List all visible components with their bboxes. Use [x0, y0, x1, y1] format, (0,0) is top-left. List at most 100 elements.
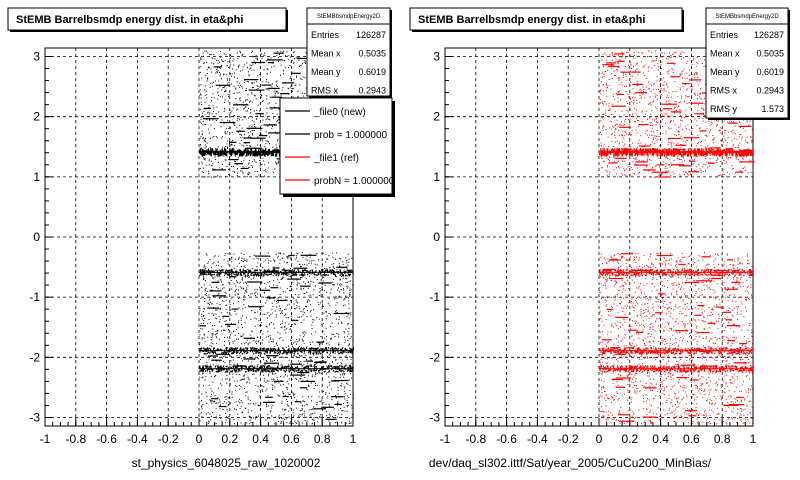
data-point: [210, 419, 212, 421]
data-point: [219, 383, 221, 385]
data-line-point: [302, 270, 304, 272]
data-line-point: [268, 270, 270, 272]
data-point: [306, 346, 308, 348]
data-point: [349, 418, 351, 419]
data-line-point: [276, 148, 278, 152]
data-point: [243, 260, 244, 262]
data-point: [350, 289, 352, 291]
data-point: [223, 53, 225, 55]
data-line-point: [239, 152, 241, 156]
data-point: [294, 84, 296, 86]
data-line-point: [284, 272, 286, 275]
data-line-point: [260, 369, 262, 371]
data-line-point: [293, 371, 295, 373]
data-point: [329, 292, 331, 294]
stats-label: RMS x: [311, 86, 339, 96]
data-point: [259, 288, 261, 290]
data-point: [229, 143, 230, 145]
data-streak: [294, 401, 302, 403]
data-line-point: [274, 149, 276, 153]
data-line-point: [207, 148, 210, 152]
x-tick-label: 0.6: [683, 432, 700, 446]
data-point: [300, 277, 302, 278]
data-point: [319, 343, 321, 345]
data-line-point: [331, 269, 333, 271]
data-line-point: [206, 352, 209, 355]
data-line-point: [206, 149, 208, 153]
data-point: [243, 134, 245, 136]
data-line-point: [299, 274, 301, 276]
data-point: [230, 298, 232, 300]
data-line-point: [311, 269, 313, 271]
data-point: [243, 375, 245, 377]
data-line-point: [213, 347, 215, 350]
data-point: [271, 302, 273, 304]
data-point: [335, 395, 337, 397]
data-line-point: [262, 369, 264, 371]
data-point: [212, 381, 214, 383]
data-point: [232, 60, 234, 62]
data-point: [305, 278, 307, 279]
data-line-point: [339, 270, 342, 273]
data-line-point: [310, 351, 312, 353]
data-line-point: [277, 370, 279, 372]
data-point: [254, 289, 256, 291]
data-line-point: [234, 151, 236, 155]
data-point: [277, 140, 278, 142]
data-point: [288, 303, 290, 305]
data-point: [282, 257, 283, 259]
data-point: [331, 399, 333, 401]
data-line-point: [267, 273, 269, 276]
data-point: [316, 372, 318, 374]
data-point: [260, 262, 262, 264]
data-point: [211, 345, 213, 347]
data-point: [339, 376, 341, 378]
data-point: [209, 86, 211, 88]
data-point: [333, 278, 335, 280]
data-line-point: [337, 351, 339, 353]
data-line-point: [309, 270, 311, 272]
data-point: [243, 282, 245, 284]
data-point: [207, 331, 209, 332]
data-point: [228, 396, 230, 398]
data-point: [268, 335, 270, 337]
data-point: [349, 289, 351, 291]
data-point: [261, 133, 263, 135]
data-point: [211, 276, 213, 277]
data-line-point: [301, 369, 303, 372]
data-point: [257, 293, 259, 295]
data-streak: [251, 61, 266, 64]
data-point: [244, 290, 246, 292]
chart-pad-1: -1 -0.8 -0.6 -0.4 -0.2 0 0.2 0.4 0.6 0.8 1-3-2-101…: [7, 7, 395, 470]
data-line-point: [259, 348, 261, 350]
data-point: [312, 365, 314, 367]
data-point: [277, 162, 279, 164]
data-point: [287, 364, 289, 366]
data-point: [265, 287, 267, 289]
data-point: [244, 299, 246, 301]
data-point: [258, 319, 260, 321]
data-point: [261, 57, 263, 59]
data-point: [236, 265, 238, 267]
data-point: [266, 300, 268, 302]
data-line-point: [269, 351, 271, 353]
data-line-point: [202, 269, 204, 271]
data-point: [279, 395, 281, 397]
stats-label: Entries: [311, 30, 340, 40]
data-point: [262, 54, 264, 56]
data-point: [302, 400, 304, 402]
data-point: [336, 333, 338, 335]
data-point: [341, 322, 343, 324]
data-point: [246, 422, 248, 424]
data-line-point: [288, 270, 290, 272]
data-line-point: [270, 348, 273, 351]
data-point: [350, 359, 352, 361]
data-point: [211, 334, 213, 336]
data-point: [213, 107, 215, 109]
data-point: [226, 155, 228, 157]
data-point: [278, 421, 279, 423]
data-line-point: [323, 371, 325, 373]
data-point: [281, 278, 283, 280]
data-point: [340, 289, 342, 291]
data-line-point: [327, 270, 329, 273]
